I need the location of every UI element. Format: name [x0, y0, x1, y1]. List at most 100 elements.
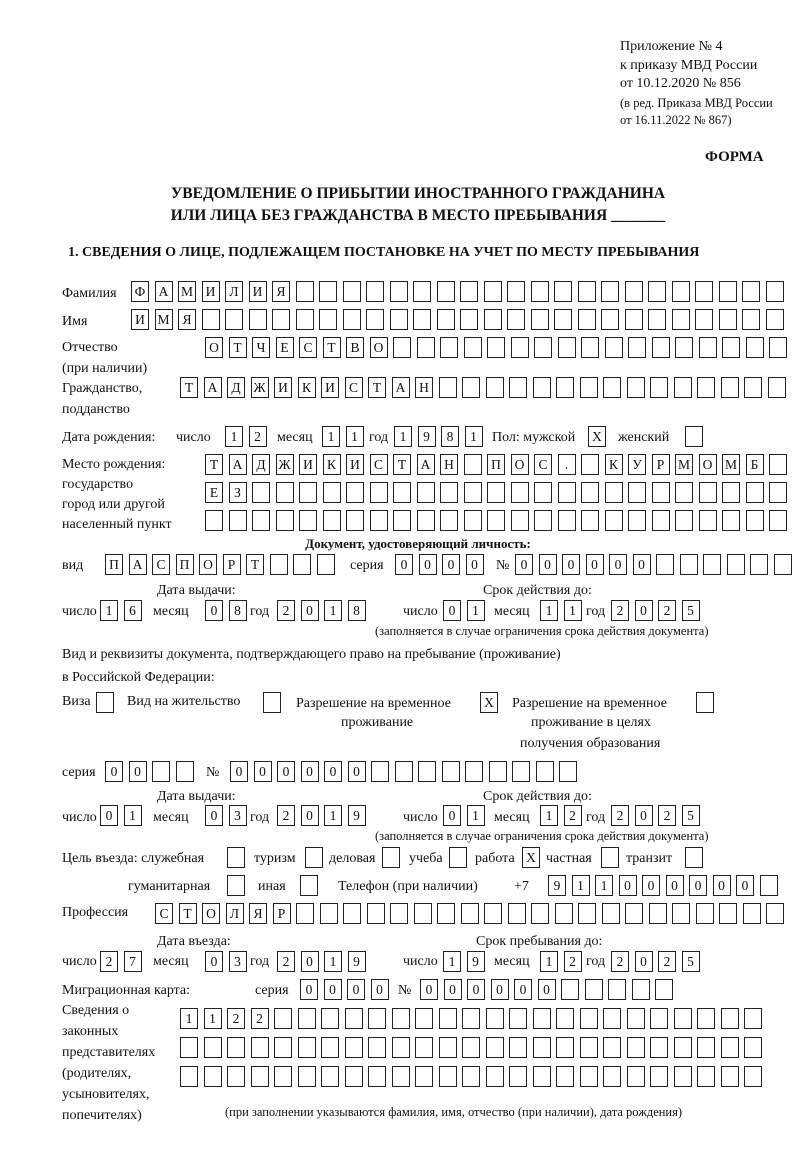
- reps2-char-box[interactable]: [673, 1037, 692, 1058]
- reps3-char-box[interactable]: [532, 1066, 551, 1087]
- doc-kind-char-box[interactable]: С: [152, 554, 170, 575]
- birthplace2-char-box[interactable]: [698, 482, 717, 503]
- reps2-char-box[interactable]: [720, 1037, 739, 1058]
- mc-number-char-box[interactable]: 0: [443, 979, 462, 1000]
- phone-char-box[interactable]: 0: [618, 875, 637, 896]
- stay-series-char-box[interactable]: [152, 761, 170, 782]
- birthplace2-char-box[interactable]: [745, 482, 764, 503]
- stay-number-char-box[interactable]: 0: [277, 761, 295, 782]
- reps1-char-box[interactable]: [485, 1008, 504, 1029]
- birthplace3-char-box[interactable]: [534, 510, 552, 531]
- reps2-char-box[interactable]: [532, 1037, 551, 1058]
- entry-year-char-box[interactable]: 9: [347, 951, 366, 972]
- doc-valid-day-char-box[interactable]: 0: [443, 600, 461, 621]
- phone-char-box[interactable]: 0: [665, 875, 684, 896]
- profession-char-box[interactable]: [319, 903, 338, 924]
- birthplace1-char-box[interactable]: Н: [440, 454, 458, 475]
- reps1-char-box[interactable]: [344, 1008, 363, 1029]
- until-month-char-box[interactable]: 1: [540, 951, 558, 972]
- doc-valid-month-char-box[interactable]: 1: [563, 600, 582, 621]
- reps3-char-box[interactable]: [579, 1066, 598, 1087]
- birthplace3-char-box[interactable]: [745, 510, 764, 531]
- mc-number-char-box[interactable]: 0: [490, 979, 509, 1000]
- reps2-char-box[interactable]: [650, 1037, 668, 1058]
- reps2-char-box[interactable]: [297, 1037, 316, 1058]
- birthplace2-char-box[interactable]: [416, 482, 435, 503]
- surname-char-box[interactable]: [671, 281, 690, 302]
- profession-char-box[interactable]: [366, 903, 385, 924]
- citizenship-char-box[interactable]: [767, 377, 786, 398]
- surname-char-box[interactable]: [295, 281, 314, 302]
- surname-char-box[interactable]: [413, 281, 431, 302]
- citizenship-char-box[interactable]: И: [274, 377, 292, 398]
- profession-char-box[interactable]: О: [202, 903, 220, 924]
- stay-number-char-box[interactable]: 0: [230, 761, 248, 782]
- patronymic-char-box[interactable]: [487, 337, 505, 358]
- until-day-char-box[interactable]: 1: [443, 951, 461, 972]
- profession-char-box[interactable]: [460, 903, 479, 924]
- citizenship-char-box[interactable]: Н: [415, 377, 433, 398]
- phone-char-box[interactable]: 0: [689, 875, 707, 896]
- patronymic-char-box[interactable]: [463, 337, 482, 358]
- surname-char-box[interactable]: [483, 281, 502, 302]
- patronymic-char-box[interactable]: [769, 337, 787, 358]
- reps2-char-box[interactable]: [697, 1037, 715, 1058]
- profession-char-box[interactable]: [766, 903, 784, 924]
- birthplace1-char-box[interactable]: К: [604, 454, 623, 475]
- doc-number-char-box[interactable]: [703, 554, 721, 575]
- citizenship-char-box[interactable]: С: [344, 377, 363, 398]
- name-char-box[interactable]: [695, 309, 713, 330]
- reps1-char-box[interactable]: [744, 1008, 762, 1029]
- name-char-box[interactable]: [248, 309, 267, 330]
- birthplace3-char-box[interactable]: [510, 510, 529, 531]
- surname-char-box[interactable]: [460, 281, 478, 302]
- stay-series-char-box[interactable]: 0: [105, 761, 123, 782]
- reps2-char-box[interactable]: [227, 1037, 245, 1058]
- mc-number-char-box[interactable]: [631, 979, 650, 1000]
- birthplace3-char-box[interactable]: [604, 510, 623, 531]
- doc-kind-char-box[interactable]: П: [175, 554, 194, 575]
- mc-number-char-box[interactable]: [608, 979, 626, 1000]
- doc-series-char-box[interactable]: 0: [418, 554, 437, 575]
- stay-number-char-box[interactable]: [441, 761, 460, 782]
- reps1-char-box[interactable]: [532, 1008, 551, 1029]
- phone-char-box[interactable]: 0: [642, 875, 660, 896]
- p_business-checkbox[interactable]: [382, 847, 400, 868]
- name-char-box[interactable]: [718, 309, 737, 330]
- reps2-char-box[interactable]: [462, 1037, 480, 1058]
- stay-number-char-box[interactable]: [394, 761, 413, 782]
- birthplace1-char-box[interactable]: Ж: [275, 454, 294, 475]
- phone-char-box[interactable]: 0: [736, 875, 754, 896]
- residence-checkbox[interactable]: [263, 692, 281, 713]
- birthplace1-char-box[interactable]: [463, 454, 482, 475]
- patronymic-char-box[interactable]: [628, 337, 646, 358]
- patronymic-char-box[interactable]: В: [346, 337, 364, 358]
- profession-char-box[interactable]: [413, 903, 432, 924]
- doc-issue-year-char-box[interactable]: 0: [300, 600, 319, 621]
- citizenship-char-box[interactable]: [532, 377, 551, 398]
- birthplace1-char-box[interactable]: У: [628, 454, 646, 475]
- birthplace3-char-box[interactable]: [228, 510, 247, 531]
- doc-issue-month-char-box[interactable]: 8: [228, 600, 247, 621]
- profession-char-box[interactable]: [719, 903, 737, 924]
- name-char-box[interactable]: [366, 309, 384, 330]
- name-char-box[interactable]: [342, 309, 361, 330]
- birthplace3-char-box[interactable]: [769, 510, 787, 531]
- doc-kind-char-box[interactable]: [316, 554, 335, 575]
- profession-char-box[interactable]: [625, 903, 643, 924]
- name-char-box[interactable]: [460, 309, 478, 330]
- surname-char-box[interactable]: [507, 281, 525, 302]
- stay-issue-month-char-box[interactable]: 3: [228, 805, 247, 826]
- doc-issue-day-char-box[interactable]: 6: [123, 600, 142, 621]
- citizenship-char-box[interactable]: К: [297, 377, 316, 398]
- mc-series-char-box[interactable]: 0: [300, 979, 318, 1000]
- birthplace3-char-box[interactable]: [651, 510, 670, 531]
- profession-char-box[interactable]: [742, 903, 761, 924]
- until-year-char-box[interactable]: 2: [658, 951, 676, 972]
- until-year-char-box[interactable]: 2: [611, 951, 629, 972]
- sex_female-checkbox[interactable]: [685, 426, 703, 447]
- profession-char-box[interactable]: [296, 903, 314, 924]
- stay-number-char-box[interactable]: 0: [253, 761, 272, 782]
- birthplace3-char-box[interactable]: [322, 510, 341, 531]
- birth-year-char-box[interactable]: 1: [394, 426, 412, 447]
